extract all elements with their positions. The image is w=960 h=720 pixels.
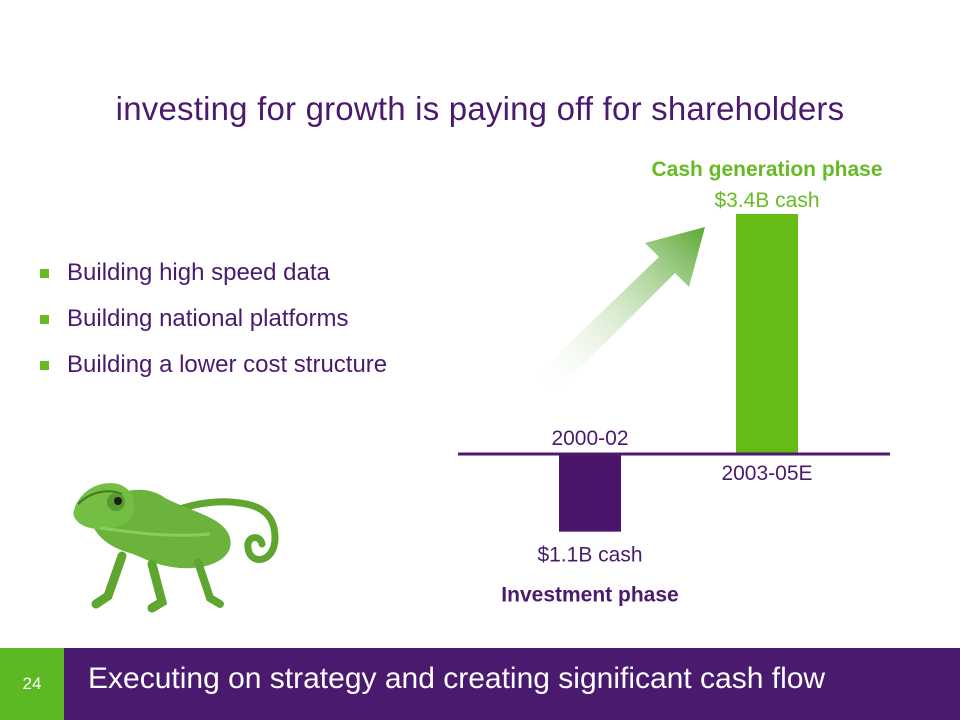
- page-number: 24: [0, 648, 64, 720]
- footer-text: Executing on strategy and creating signi…: [88, 662, 826, 695]
- slide-title: investing for growth is paying off for s…: [115, 90, 845, 127]
- category-label: 2000-02: [551, 427, 628, 450]
- bullet-item: Building national platforms: [40, 296, 387, 342]
- bar-2000-02: [559, 454, 621, 532]
- footer-bar: [0, 648, 960, 720]
- bullet-square-icon: [40, 360, 49, 370]
- chameleon-image: [73, 483, 279, 613]
- bar-2003-05E: [736, 214, 798, 454]
- bullet-square-icon: [40, 268, 49, 278]
- cash-flow-chart: 2000-02 $1.1B cash Investment phase 2003-05…: [458, 158, 890, 607]
- bullet-square-icon: [40, 314, 49, 324]
- bullet-list: Building high speed data Building nation…: [40, 250, 387, 388]
- bullet-item: Building a lower cost structure: [40, 342, 387, 388]
- bullet-item: Building high speed data: [40, 250, 387, 296]
- category-label: 2003-05E: [721, 462, 812, 485]
- value-label: $3.4B cash: [714, 189, 819, 212]
- growth-arrow-icon: [536, 227, 705, 393]
- phase-label: Cash generation phase: [651, 158, 882, 181]
- phase-label: Investment phase: [501, 584, 678, 607]
- value-label: $1.1B cash: [537, 544, 642, 567]
